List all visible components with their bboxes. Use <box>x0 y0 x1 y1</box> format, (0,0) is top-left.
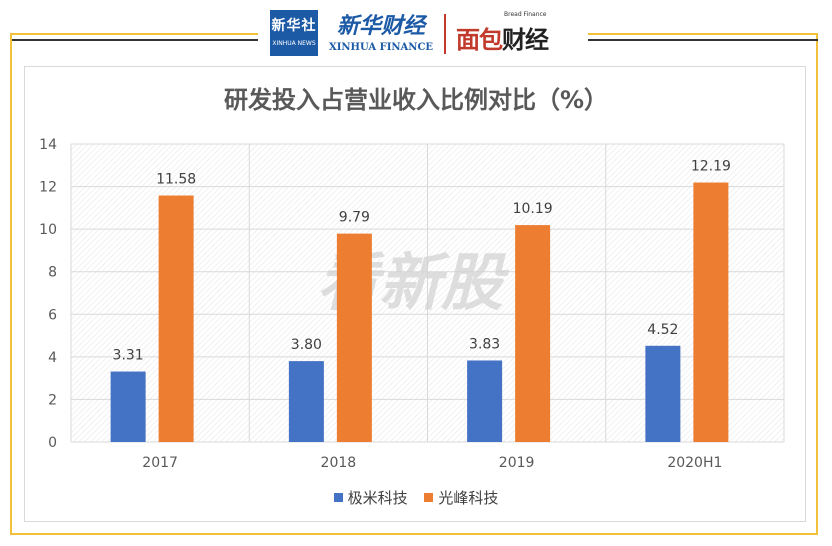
legend: 极米科技 光峰科技 <box>0 487 832 508</box>
bar-series-2 <box>158 195 194 442</box>
bar-series-2 <box>693 182 729 442</box>
chart-title: 研发投入占营业收入比例对比（%） <box>223 86 609 114</box>
bar-series-1 <box>288 361 324 442</box>
x-tick-label: 2020H1 <box>667 455 722 471</box>
x-axis-ticks: 2017 2018 2019 2020H1 <box>142 455 722 471</box>
legend-item-series-2: 光峰科技 <box>424 487 498 508</box>
chart-area <box>24 66 806 522</box>
data-label-series-1: 4.52 <box>647 322 678 338</box>
y-tick-label: 4 <box>48 350 57 366</box>
data-label-series-2: 10.19 <box>513 201 553 217</box>
y-tick-label: 10 <box>39 222 57 238</box>
y-tick-label: 2 <box>48 392 57 408</box>
xinhua-finance-en: XINHUA FINANCE <box>328 42 434 53</box>
x-tick-label: 2017 <box>142 455 178 471</box>
bread-finance-logo-red: 面包 <box>456 26 503 54</box>
header-logos: 新华社 XINHUA NEWS 新华财经 XINHUA FINANCE Brea… <box>258 6 588 58</box>
x-tick-label: 2018 <box>321 455 357 471</box>
bar-series-1 <box>645 345 681 442</box>
bar-series-1 <box>467 360 503 442</box>
xinhua-badge-cn: 新华社 <box>271 18 317 34</box>
bar-series-2 <box>515 225 551 442</box>
y-axis-ticks: 0 2 4 6 8 10 12 14 <box>39 137 57 451</box>
bread-finance-logo-dark: 财经 <box>502 26 549 54</box>
legend-label-series-1: 极米科技 <box>347 489 408 507</box>
logo-divider <box>444 14 446 54</box>
data-label-series-2: 11.58 <box>156 172 196 188</box>
bars: 3.31 11.58 3.80 9.79 3.83 10.19 4.52 12.19 <box>110 159 731 442</box>
xinhua-badge-en: XINHUA NEWS <box>272 40 316 47</box>
xinhua-finance-cn: 新华财经 <box>336 13 425 39</box>
data-label-series-1: 3.80 <box>291 337 322 353</box>
header-rule-right <box>584 39 818 41</box>
bar-series-1 <box>110 371 146 442</box>
legend-swatch-series-1 <box>333 493 343 502</box>
header-rule-left <box>12 39 262 41</box>
y-tick-label: 6 <box>48 307 57 323</box>
x-tick-label: 2019 <box>499 455 535 471</box>
bar-series-2 <box>336 233 372 442</box>
data-label-series-1: 3.31 <box>113 348 144 364</box>
y-tick-label: 14 <box>39 137 57 153</box>
data-label-series-1: 3.83 <box>469 336 500 352</box>
data-label-series-2: 12.19 <box>691 159 731 175</box>
xinhua-badge-logo: 新华社 XINHUA NEWS <box>270 10 318 56</box>
legend-label-series-2: 光峰科技 <box>438 489 499 507</box>
y-tick-label: 8 <box>48 265 57 281</box>
bread-finance-en: Bread Finance <box>504 11 547 18</box>
legend-item-series-1: 极米科技 <box>333 487 408 508</box>
y-tick-label: 0 <box>48 435 57 451</box>
data-label-series-2: 9.79 <box>339 210 370 226</box>
xinhua-finance-logo: 新华财经 XINHUA FINANCE <box>326 8 436 53</box>
y-tick-label: 12 <box>39 180 57 196</box>
legend-swatch-series-2 <box>424 493 434 502</box>
bread-finance-logo: 面包财经 <box>456 20 549 55</box>
